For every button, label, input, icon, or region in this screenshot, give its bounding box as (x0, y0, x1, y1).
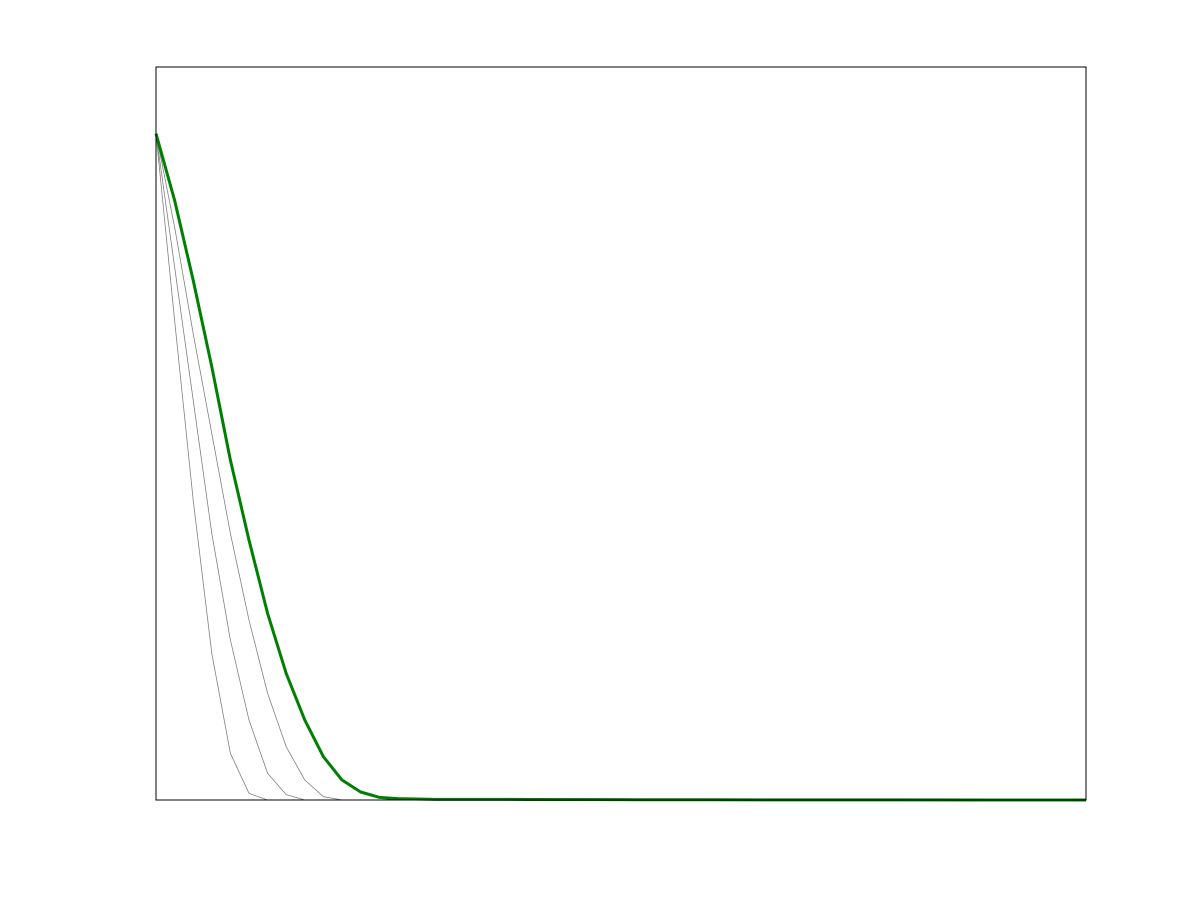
plot-frame (155, 66, 1087, 801)
series-layer (154, 133, 1086, 802)
series-line-green (154, 133, 1086, 802)
